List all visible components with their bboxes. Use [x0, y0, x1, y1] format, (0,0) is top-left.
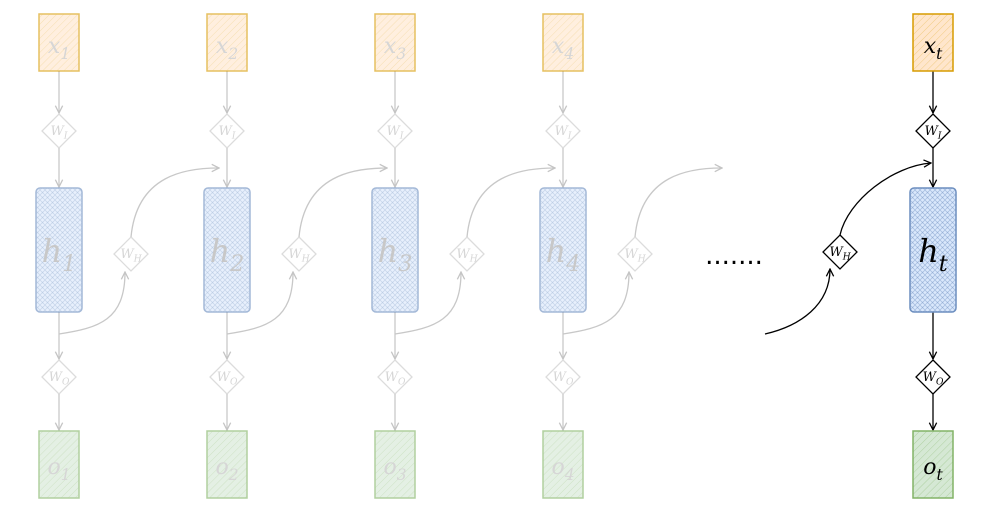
output-weight-diamond-label: WO	[553, 370, 574, 388]
recurrent-weight-diamond-shape	[449, 236, 485, 272]
input-weight-diamond-label: WI	[219, 124, 236, 142]
output-label: o1	[47, 455, 70, 484]
input-box-hatch	[375, 14, 415, 71]
hidden-state-hatch	[910, 188, 956, 312]
output-box-hatch	[913, 431, 953, 498]
output-weight-diamond-shape	[41, 359, 77, 395]
recurrent-weight-diamond-shape	[281, 236, 317, 272]
input-weight-diamond: WI	[209, 113, 245, 149]
hidden-state-hatch	[204, 188, 250, 312]
hidden-state-label: h2	[210, 232, 245, 277]
hidden-to-recurrent-arrow	[58, 272, 125, 335]
timestep-4: x4 h4 o4 WI WO WH	[539, 13, 653, 499]
output-box-hatch	[375, 431, 415, 498]
hidden-to-recurrent-arrow	[394, 272, 461, 335]
input-weight-diamond-label: WI	[387, 124, 404, 142]
output-weight-diamond-shape	[377, 359, 413, 395]
hidden-state-hatch	[540, 188, 586, 312]
output-weight-diamond-shape	[545, 359, 581, 395]
output-weight-diamond-label: WO	[923, 370, 944, 388]
input-label: x2	[216, 34, 238, 63]
recurrent-weight-diamond-shape	[617, 236, 653, 272]
output-weight-diamond-shape	[915, 359, 951, 395]
hidden-state-label: h1	[42, 232, 77, 277]
input-weight-diamond-label: WI	[51, 124, 68, 142]
input-weight-diamond-label: WI	[925, 124, 942, 142]
output-weight-diamond: WO	[915, 359, 951, 395]
timestep-5: xt ht ot WI WO WH	[822, 13, 957, 499]
input-weight-diamond-shape	[41, 113, 77, 149]
recurrent-weight-diamond-shape	[822, 234, 858, 270]
input-label: x1	[48, 34, 70, 63]
timestep-3: x3 h3 o3 WI WO WH	[371, 13, 485, 499]
input-label: x4	[552, 34, 574, 63]
hidden-state-label: ht	[918, 232, 949, 277]
recurrent-to-next-arrow	[298, 168, 387, 238]
input-weight-diamond-label: WI	[555, 124, 572, 142]
recurrent-weight-diamond: WH	[617, 236, 653, 272]
input-weight-diamond-shape	[915, 113, 951, 149]
hidden-state-label: h4	[546, 232, 581, 277]
recurrent-weight-diamond-label: WH	[456, 247, 478, 265]
output-weight-diamond-label: WO	[217, 370, 238, 388]
hidden-to-recurrent-arrow	[562, 272, 629, 335]
input-box-hatch	[39, 14, 79, 71]
incoming-to-recurrent-arrow	[764, 269, 830, 335]
output-box-hatch	[543, 431, 583, 498]
input-label: xt	[924, 34, 943, 63]
hidden-state-label: h3	[378, 232, 413, 277]
recurrent-weight-diamond-label: WH	[624, 247, 646, 265]
recurrent-weight-diamond: WH	[113, 236, 149, 272]
nodes-layer: x1 h1 o1 WI WO WH x2 h2 o2 WI WO WH x3 h3 o3 WI WO WH x4 h4…	[35, 13, 957, 499]
input-label: x3	[384, 34, 406, 63]
output-label: o2	[215, 455, 238, 484]
recurrent-weight-diamond-label: WH	[829, 245, 851, 263]
output-weight-diamond-shape	[209, 359, 245, 395]
output-weight-diamond-label: WO	[385, 370, 406, 388]
output-label: o3	[383, 455, 406, 484]
recurrent-weight-diamond-label: WH	[120, 247, 142, 265]
input-weight-diamond: WI	[377, 113, 413, 149]
recurrent-weight-diamond: WH	[822, 234, 858, 270]
output-weight-diamond: WO	[209, 359, 245, 395]
input-weight-diamond: WI	[545, 113, 581, 149]
recurrent-to-next-arrow	[634, 168, 722, 238]
hidden-state-hatch	[372, 188, 418, 312]
recurrent-weight-diamond-shape	[113, 236, 149, 272]
connections-layer	[59, 71, 933, 430]
output-weight-diamond: WO	[41, 359, 77, 395]
hidden-to-recurrent-arrow	[226, 272, 293, 335]
recurrent-weight-diamond: WH	[449, 236, 485, 272]
recurrent-weight-diamond-label: WH	[288, 247, 310, 265]
input-box-hatch	[543, 14, 583, 71]
input-box-hatch	[913, 14, 953, 71]
output-label: ot	[923, 455, 943, 484]
recurrent-to-next-arrow	[466, 168, 555, 238]
recurrent-to-hidden-arrow	[839, 163, 931, 236]
ellipsis-text: .......	[705, 241, 763, 271]
output-weight-diamond: WO	[545, 359, 581, 395]
output-box-hatch	[39, 431, 79, 498]
output-weight-diamond: WO	[377, 359, 413, 395]
input-weight-diamond-shape	[377, 113, 413, 149]
output-weight-diamond-label: WO	[49, 370, 70, 388]
recurrent-weight-diamond: WH	[281, 236, 317, 272]
input-weight-diamond: WI	[915, 113, 951, 149]
input-weight-diamond-shape	[209, 113, 245, 149]
input-weight-diamond: WI	[41, 113, 77, 149]
hidden-state-hatch	[36, 188, 82, 312]
input-weight-diamond-shape	[545, 113, 581, 149]
recurrent-to-next-arrow	[130, 168, 219, 238]
input-box-hatch	[207, 14, 247, 71]
timestep-1: x1 h1 o1 WI WO WH	[35, 13, 149, 499]
output-box-hatch	[207, 431, 247, 498]
output-label: o4	[551, 455, 574, 484]
timestep-2: x2 h2 o2 WI WO WH	[203, 13, 317, 499]
